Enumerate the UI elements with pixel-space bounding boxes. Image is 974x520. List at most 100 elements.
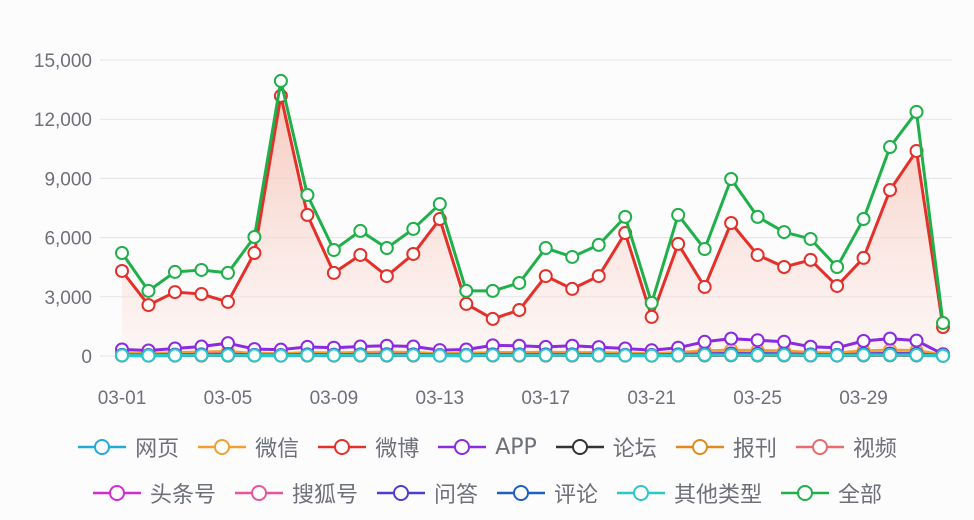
data-point[interactable] <box>644 348 659 363</box>
data-point[interactable] <box>459 348 474 363</box>
data-point[interactable] <box>300 187 315 202</box>
data-point[interactable] <box>485 311 500 326</box>
data-point[interactable] <box>909 348 924 363</box>
data-point[interactable] <box>856 348 871 363</box>
legend-item[interactable]: APP <box>437 435 537 460</box>
legend-item[interactable]: 论坛 <box>555 431 657 463</box>
data-point[interactable] <box>697 334 712 349</box>
data-point[interactable] <box>512 275 527 290</box>
data-point[interactable] <box>750 333 765 348</box>
data-point[interactable] <box>379 269 394 284</box>
data-point[interactable] <box>777 225 792 240</box>
data-point[interactable] <box>565 348 580 363</box>
data-point[interactable] <box>115 245 129 260</box>
data-point[interactable] <box>485 348 500 363</box>
data-point[interactable] <box>644 309 659 324</box>
data-point[interactable] <box>247 230 262 245</box>
data-point[interactable] <box>220 265 235 280</box>
data-point[interactable] <box>671 236 686 251</box>
data-point[interactable] <box>697 279 712 294</box>
data-point[interactable] <box>538 241 553 256</box>
data-point[interactable] <box>512 348 527 363</box>
data-point[interactable] <box>459 283 474 298</box>
data-point[interactable] <box>724 331 739 346</box>
data-point[interactable] <box>459 296 474 311</box>
legend-item[interactable]: 网页 <box>77 431 179 463</box>
legend-item[interactable]: 评论 <box>496 477 598 509</box>
data-point[interactable] <box>671 207 686 222</box>
data-point[interactable] <box>141 283 156 298</box>
data-point[interactable] <box>936 348 950 363</box>
data-point[interactable] <box>538 269 553 284</box>
data-point[interactable] <box>194 287 209 302</box>
data-point[interactable] <box>777 334 792 349</box>
data-point[interactable] <box>565 249 580 264</box>
data-point[interactable] <box>220 294 235 309</box>
data-point[interactable] <box>936 316 950 331</box>
data-point[interactable] <box>883 183 898 198</box>
data-point[interactable] <box>830 278 845 293</box>
data-point[interactable] <box>247 245 262 260</box>
data-point[interactable] <box>512 303 527 318</box>
data-point[interactable] <box>273 73 288 88</box>
data-point[interactable] <box>167 285 182 300</box>
data-point[interactable] <box>326 348 341 363</box>
data-point[interactable] <box>538 348 553 363</box>
data-point[interactable] <box>379 348 394 363</box>
data-point[interactable] <box>194 348 209 363</box>
data-point[interactable] <box>273 348 288 363</box>
data-point[interactable] <box>432 348 447 363</box>
data-point[interactable] <box>883 331 898 346</box>
legend-item[interactable]: 其他类型 <box>616 477 762 509</box>
data-point[interactable] <box>326 265 341 280</box>
data-point[interactable] <box>194 262 209 277</box>
data-point[interactable] <box>830 348 845 363</box>
data-point[interactable] <box>883 140 898 155</box>
data-point[interactable] <box>618 348 633 363</box>
data-point[interactable] <box>300 207 315 222</box>
data-point[interactable] <box>300 348 315 363</box>
legend-item[interactable]: 视频 <box>795 431 897 463</box>
data-point[interactable] <box>803 348 818 363</box>
legend-item[interactable]: 微信 <box>197 431 299 463</box>
data-point[interactable] <box>353 223 368 238</box>
data-point[interactable] <box>591 269 606 284</box>
data-point[interactable] <box>750 209 765 224</box>
data-point[interactable] <box>406 246 421 261</box>
data-point[interactable] <box>724 171 739 186</box>
data-point[interactable] <box>220 348 235 363</box>
data-point[interactable] <box>115 263 129 278</box>
data-point[interactable] <box>353 348 368 363</box>
data-point[interactable] <box>141 348 156 363</box>
data-point[interactable] <box>618 209 633 224</box>
data-point[interactable] <box>406 348 421 363</box>
data-point[interactable] <box>724 215 739 230</box>
data-point[interactable] <box>697 348 712 363</box>
data-point[interactable] <box>485 283 500 298</box>
data-point[interactable] <box>379 241 394 256</box>
data-point[interactable] <box>565 281 580 296</box>
data-point[interactable] <box>644 295 659 310</box>
data-point[interactable] <box>167 264 182 279</box>
data-point[interactable] <box>247 348 262 363</box>
data-point[interactable] <box>830 260 845 275</box>
data-point[interactable] <box>432 197 447 212</box>
data-point[interactable] <box>856 334 871 349</box>
data-point[interactable] <box>724 347 739 362</box>
data-point[interactable] <box>697 242 712 257</box>
data-point[interactable] <box>353 247 368 262</box>
data-point[interactable] <box>909 333 924 348</box>
data-point[interactable] <box>803 231 818 246</box>
legend-item[interactable]: 微博 <box>317 431 419 463</box>
data-point[interactable] <box>777 260 792 275</box>
legend-item[interactable]: 搜狐号 <box>234 477 358 509</box>
data-point[interactable] <box>883 347 898 362</box>
legend-item[interactable]: 头条号 <box>92 477 216 509</box>
data-point[interactable] <box>777 348 792 363</box>
data-point[interactable] <box>591 237 606 252</box>
data-point[interactable] <box>750 247 765 262</box>
data-point[interactable] <box>167 348 182 363</box>
data-point[interactable] <box>141 298 156 313</box>
data-point[interactable] <box>115 348 129 363</box>
legend-item[interactable]: 问答 <box>376 477 478 509</box>
